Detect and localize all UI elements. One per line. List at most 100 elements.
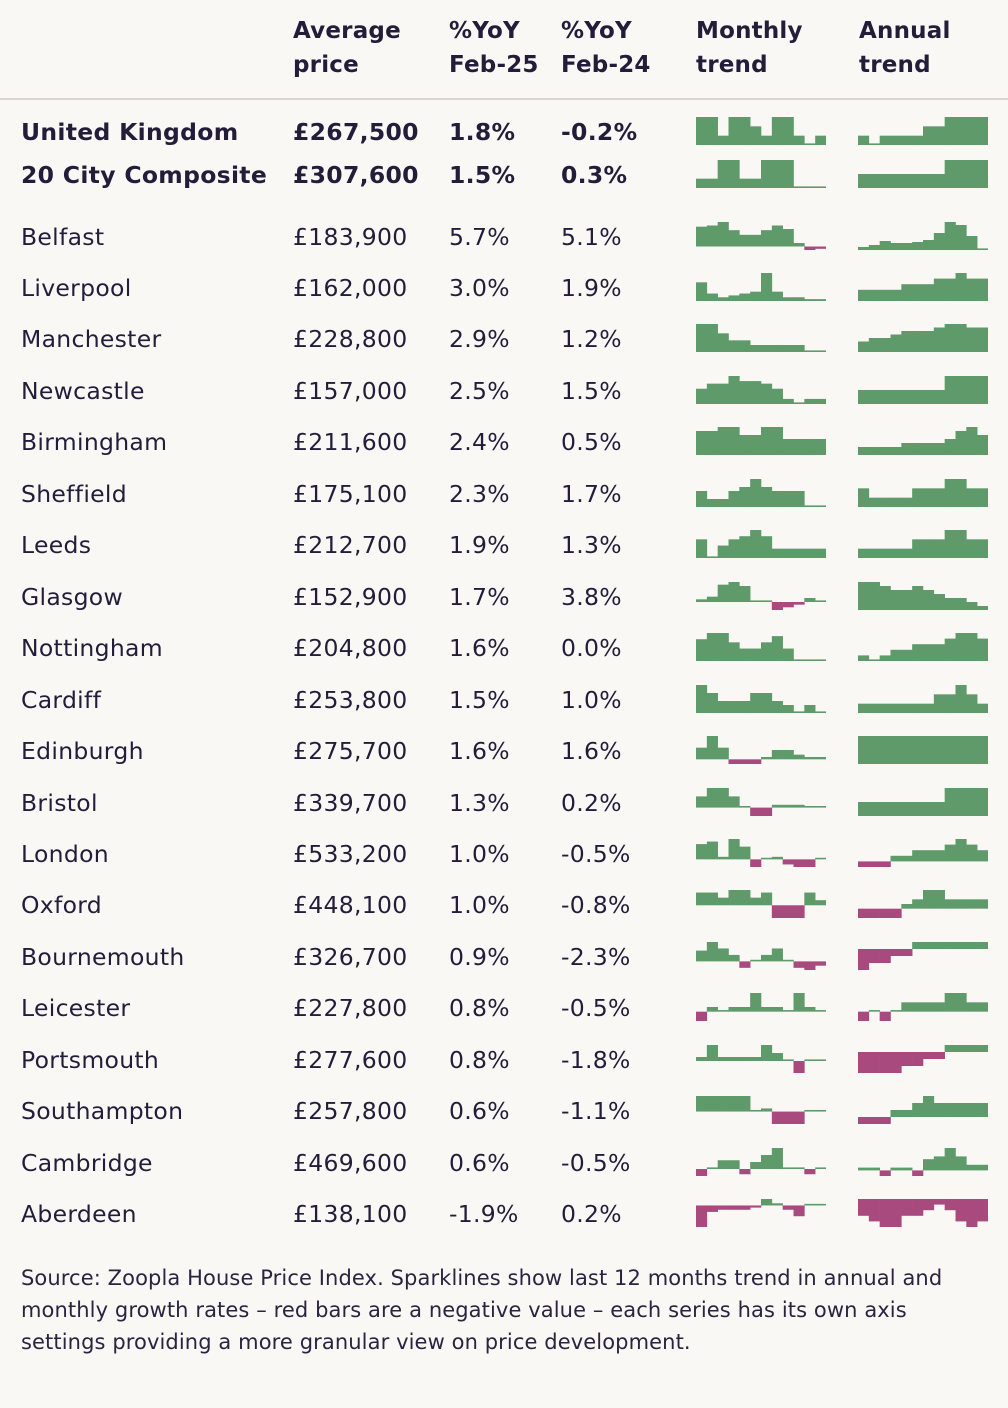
spark-bar (944, 736, 956, 764)
spark-bar (739, 961, 751, 968)
spark-bar (804, 892, 816, 906)
spark-bar (761, 1108, 773, 1112)
average-price: £253,800 (293, 686, 408, 714)
sparkline (696, 427, 826, 455)
spark-bar (717, 948, 729, 962)
yoy-feb24: 0.2% (561, 789, 622, 817)
spark-bar (944, 1103, 956, 1117)
spark-bar (923, 240, 935, 250)
spark-bar (858, 802, 870, 816)
spark-bar (890, 1167, 902, 1171)
spark-bar (804, 1203, 816, 1206)
spark-bar (944, 899, 956, 909)
spark-bar (782, 905, 794, 918)
spark-bar (771, 701, 783, 713)
spark-bar (890, 590, 902, 610)
spark-bar (901, 590, 913, 610)
sparkline (858, 117, 988, 145)
average-price: £257,800 (293, 1097, 408, 1125)
spark-bar (966, 1002, 978, 1012)
yoy-feb25: 5.7% (449, 223, 510, 251)
spark-bar (761, 230, 773, 247)
spark-bar (868, 390, 880, 404)
spark-bar (858, 655, 870, 661)
sparkline (858, 160, 988, 188)
spark-bar (944, 942, 956, 949)
spark-bar (750, 435, 762, 455)
sparkline (858, 942, 988, 970)
spark-bar (739, 890, 751, 906)
spark-bar (782, 804, 794, 808)
spark-bar (944, 278, 956, 301)
spark-bar (858, 1199, 870, 1216)
spark-bar (933, 1052, 945, 1059)
spark-bar (739, 1057, 751, 1061)
header-line: trend (859, 52, 931, 78)
sparkline (858, 1148, 988, 1176)
average-price: £204,800 (293, 634, 408, 662)
spark-bar (815, 757, 826, 760)
city-name: London (21, 840, 109, 868)
spark-bar (804, 398, 816, 404)
spark-bar (923, 1199, 935, 1211)
spark-bar (858, 949, 870, 970)
spark-bar (761, 1155, 773, 1169)
spark-bar (944, 530, 956, 558)
spark-bar (879, 289, 891, 301)
spark-bar (782, 1010, 794, 1012)
spark-bar (944, 222, 956, 250)
spark-bar (933, 1199, 945, 1205)
average-price: £175,100 (293, 480, 408, 508)
spark-bar (696, 1057, 708, 1061)
spark-bar (782, 345, 794, 352)
table-row: London £533,200 1.0% -0.5% (0, 829, 1008, 879)
spark-bar (955, 530, 967, 558)
spark-bar (890, 1052, 902, 1073)
spark-bar (761, 757, 773, 760)
spark-bar (966, 736, 978, 764)
spark-bar (933, 488, 945, 507)
spark-bar (771, 804, 783, 808)
spark-bar (750, 600, 762, 602)
spark-bar (977, 703, 988, 713)
spark-bar (728, 117, 740, 145)
spark-bar (782, 1111, 794, 1124)
spark-bar (923, 284, 935, 301)
spark-bar (955, 942, 967, 949)
table-row: Leicester £227,800 0.8% -0.5% (0, 983, 1008, 1033)
spark-bar (977, 248, 988, 250)
yoy-feb25: 1.0% (449, 891, 510, 919)
spark-bar (804, 548, 816, 558)
spark-bar (815, 659, 826, 661)
spark-bar (890, 497, 902, 507)
sparkline (858, 427, 988, 455)
table-row: Bournemouth £326,700 0.9% -2.3% (0, 932, 1008, 982)
spark-bar (912, 644, 924, 661)
yoy-feb24: 1.3% (561, 531, 622, 559)
spark-bar (750, 178, 762, 188)
spark-bar (728, 295, 740, 301)
spark-bar (804, 143, 816, 145)
spark-bar (944, 439, 956, 455)
spark-bar (815, 1203, 826, 1206)
spark-bar (793, 961, 805, 968)
spark-bar (696, 431, 708, 455)
spark-bar (804, 961, 816, 970)
spark-bar (696, 117, 708, 145)
spark-bar (868, 736, 880, 764)
table-row: Southampton £257,800 0.6% -1.1% (0, 1086, 1008, 1136)
spark-bar (944, 993, 956, 1012)
spark-bar (901, 802, 913, 816)
spark-bar (944, 694, 956, 713)
col-annual-trend-header: Annual trend (859, 14, 951, 82)
spark-bar (782, 160, 794, 188)
spark-bar (793, 186, 805, 188)
spark-bar (966, 1164, 978, 1171)
spark-bar (879, 135, 891, 145)
spark-bar (804, 859, 816, 867)
spark-bar (879, 548, 891, 558)
spark-bar (901, 904, 913, 909)
spark-bar (868, 703, 880, 713)
spark-bar (879, 736, 891, 764)
spark-bar (879, 1117, 891, 1124)
